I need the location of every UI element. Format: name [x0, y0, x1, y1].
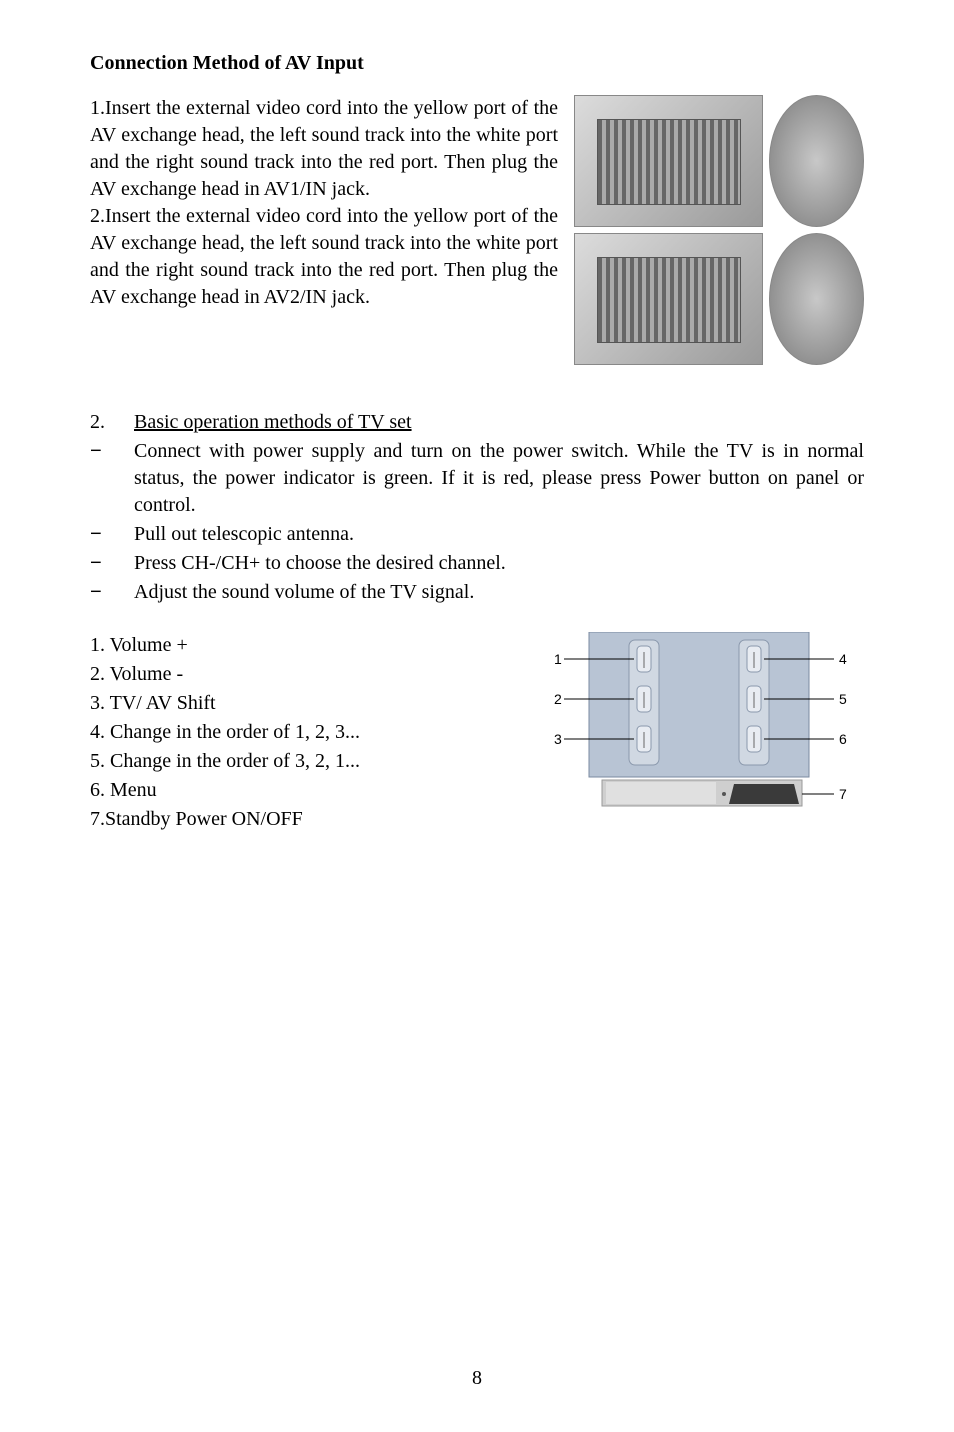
dash-icon: − [90, 438, 134, 519]
diagram-label-5: 5 [839, 691, 847, 707]
tv-image-1 [574, 95, 763, 227]
button-diagram: 1 2 3 4 5 6 7 [534, 632, 864, 812]
diagram-label-3: 3 [554, 731, 562, 747]
tv-image-2 [574, 233, 763, 365]
top-section: 1.Insert the external video cord into th… [90, 95, 864, 365]
basic-operation-section: 2. Basic operation methods of TV set − C… [90, 409, 864, 606]
list-item: − Adjust the sound volume of the TV sign… [90, 579, 864, 606]
intro-text: 1.Insert the external video cord into th… [90, 95, 558, 365]
diagram-label-4: 4 [839, 651, 847, 667]
legend-item: 4. Change in the order of 1, 2, 3... [90, 719, 514, 746]
image-row-1 [574, 95, 864, 227]
legend-item: 6. Menu [90, 777, 514, 804]
paragraph-1: 1.Insert the external video cord into th… [90, 95, 558, 203]
diagram-svg: 1 2 3 4 5 6 7 [534, 632, 864, 812]
list-item: − Connect with power supply and turn on … [90, 438, 864, 519]
remote-image-2 [769, 233, 864, 365]
diagram-label-2: 2 [554, 691, 562, 707]
list-text: Press CH-/CH+ to choose the desired chan… [134, 550, 864, 577]
list-item: − Press CH-/CH+ to choose the desired ch… [90, 550, 864, 577]
list-text: Pull out telescopic antenna. [134, 521, 864, 548]
diagram-label-6: 6 [839, 731, 847, 747]
dash-icon: − [90, 550, 134, 577]
diagram-label-7: 7 [839, 786, 847, 802]
legend-item: 5. Change in the order of 3, 2, 1... [90, 748, 514, 775]
bottom-section: 1. Volume + 2. Volume - 3. TV/ AV Shift … [90, 632, 864, 835]
legend-item: 3. TV/ AV Shift [90, 690, 514, 717]
paragraph-2: 2.Insert the external video cord into th… [90, 203, 558, 311]
image-row-2 [574, 233, 864, 365]
button-legend: 1. Volume + 2. Volume - 3. TV/ AV Shift … [90, 632, 514, 835]
section-title-row: 2. Basic operation methods of TV set [90, 409, 864, 436]
list-text: Adjust the sound volume of the TV signal… [134, 579, 864, 606]
legend-item: 7.Standby Power ON/OFF [90, 806, 514, 833]
diagram-label-1: 1 [554, 651, 562, 667]
legend-item: 2. Volume - [90, 661, 514, 688]
list-text: Connect with power supply and turn on th… [134, 438, 864, 519]
section-number: 2. [90, 409, 134, 436]
section-title: Basic operation methods of TV set [134, 409, 864, 436]
dash-icon: − [90, 579, 134, 606]
page-number: 8 [0, 1365, 954, 1392]
dash-icon: − [90, 521, 134, 548]
list-item: − Pull out telescopic antenna. [90, 521, 864, 548]
remote-image-1 [769, 95, 864, 227]
legend-item: 1. Volume + [90, 632, 514, 659]
section-heading: Connection Method of AV Input [90, 50, 864, 77]
side-images [574, 95, 864, 365]
